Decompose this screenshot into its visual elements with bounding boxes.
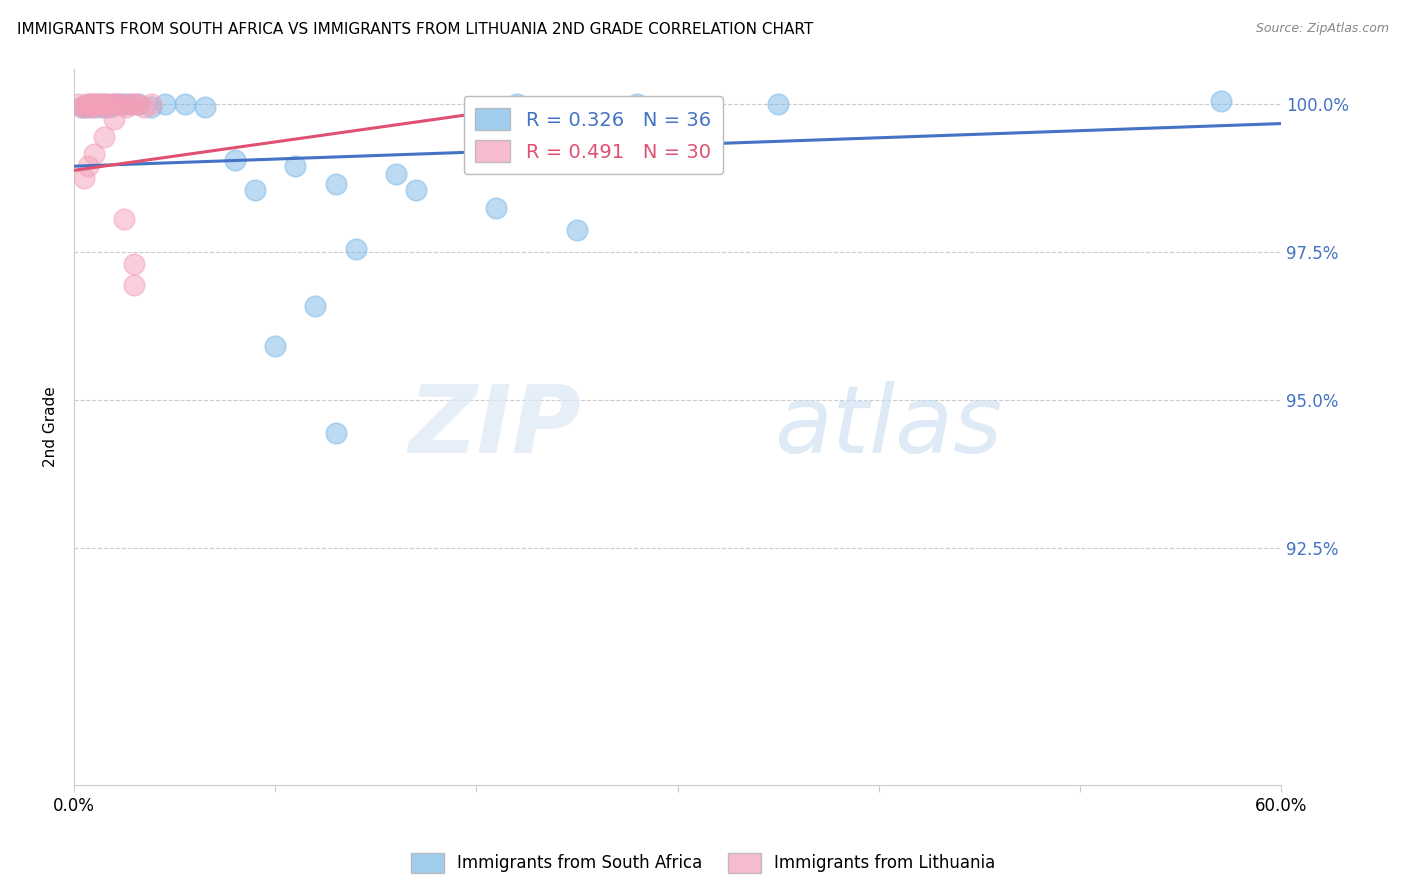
Point [73, 171, 96, 186]
Point [70, 100, 93, 114]
Point [83, 100, 105, 114]
Point [87, 97, 110, 112]
Point [505, 97, 527, 112]
Point [124, 277, 146, 292]
Point [344, 242, 367, 256]
Text: atlas: atlas [775, 381, 1002, 472]
Point [405, 183, 427, 197]
Point [325, 177, 347, 191]
Point [124, 97, 146, 112]
Text: Source: ZipAtlas.com: Source: ZipAtlas.com [1256, 22, 1389, 36]
Point [385, 167, 408, 181]
Point [75, 100, 97, 114]
Point [84, 97, 107, 112]
Point [264, 338, 287, 352]
Point [103, 97, 125, 112]
Point [194, 100, 217, 114]
Text: ZIP: ZIP [408, 381, 581, 473]
Point [98, 100, 121, 114]
Point [153, 97, 176, 112]
Point [67, 97, 90, 112]
Point [124, 257, 146, 271]
Point [465, 100, 488, 114]
Point [91, 100, 114, 114]
Point [91, 97, 114, 112]
Point [82, 97, 104, 112]
Point [139, 97, 162, 112]
Point [103, 97, 125, 112]
Point [485, 201, 508, 215]
Point [120, 97, 142, 112]
Y-axis label: 2nd Grade: 2nd Grade [44, 386, 58, 467]
Point [112, 97, 135, 112]
Point [115, 100, 138, 114]
Point [127, 97, 149, 112]
Point [87, 97, 110, 112]
Point [70, 100, 93, 114]
Point [75, 97, 97, 112]
Point [284, 159, 307, 173]
Point [565, 222, 588, 236]
Legend: R = 0.326   N = 36, R = 0.491   N = 30: R = 0.326 N = 36, R = 0.491 N = 30 [464, 96, 723, 174]
Point [626, 97, 648, 112]
Point [111, 97, 134, 112]
Point [243, 183, 266, 197]
Text: IMMIGRANTS FROM SOUTH AFRICA VS IMMIGRANTS FROM LITHUANIA 2ND GRADE CORRELATION : IMMIGRANTS FROM SOUTH AFRICA VS IMMIGRAN… [17, 22, 813, 37]
Point [77, 100, 100, 114]
Point [666, 100, 689, 114]
Point [139, 100, 162, 114]
Point [766, 97, 789, 112]
Point [112, 212, 135, 227]
Point [96, 100, 118, 114]
Point [98, 97, 121, 112]
Point [107, 97, 129, 112]
Point [93, 97, 115, 112]
Point [120, 97, 142, 112]
Point [77, 159, 100, 173]
Point [325, 425, 347, 440]
Legend: Immigrants from South Africa, Immigrants from Lithuania: Immigrants from South Africa, Immigrants… [404, 847, 1002, 880]
Point [79, 97, 101, 112]
Point [134, 100, 156, 114]
Point [224, 153, 246, 168]
Point [173, 97, 195, 112]
Point [96, 97, 118, 112]
Point [83, 147, 105, 161]
Point [107, 97, 129, 112]
Point [304, 300, 326, 314]
Point [127, 97, 149, 112]
Point [103, 112, 125, 126]
Point [93, 129, 115, 144]
Point [1209, 94, 1232, 108]
Point [79, 97, 101, 112]
Point [83, 100, 105, 114]
